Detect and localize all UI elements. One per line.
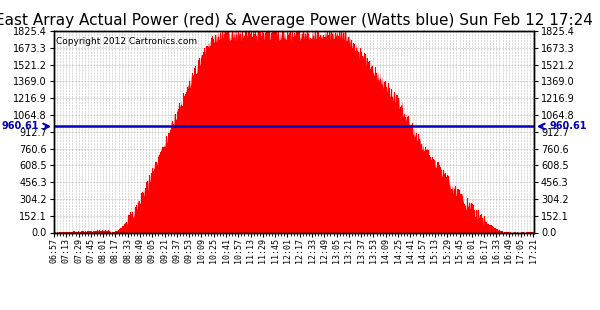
Text: Copyright 2012 Cartronics.com: Copyright 2012 Cartronics.com (56, 37, 197, 46)
Title: East Array Actual Power (red) & Average Power (Watts blue) Sun Feb 12 17:24: East Array Actual Power (red) & Average … (0, 13, 593, 29)
Text: 960.61: 960.61 (1, 122, 39, 131)
Text: 960.61: 960.61 (549, 122, 587, 131)
